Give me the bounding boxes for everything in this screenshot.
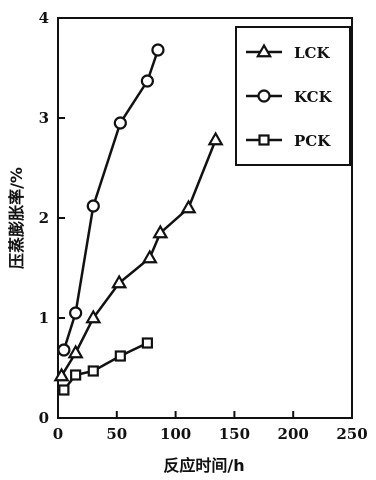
data-point-lck: [111, 274, 128, 289]
legend-marker-kck: [257, 89, 271, 103]
data-point-kck: [86, 199, 100, 213]
legend-label-kck: KCK: [294, 88, 333, 106]
series-layer: [53, 43, 224, 396]
data-point-lck: [85, 309, 102, 324]
x-tick-label: 150: [219, 425, 250, 443]
legend-item-lck: LCK: [246, 43, 330, 62]
x-tick-label: 50: [106, 425, 127, 443]
data-point-lck: [67, 344, 84, 359]
series-line-kck: [62, 49, 160, 351]
data-point-kck: [113, 116, 127, 130]
data-point-lck: [53, 367, 70, 382]
x-tick-label: 100: [160, 425, 191, 443]
data-point-kck: [57, 343, 71, 357]
x-tick-label: 250: [336, 425, 367, 443]
data-point-pck: [58, 384, 70, 396]
legend: LCK KCK PCK: [235, 26, 351, 166]
x-axis-title: 反应时间/h: [163, 456, 244, 475]
y-tick-label: 3: [39, 109, 49, 127]
axes: 0 50 100 150 200 250 0 1 2 3 4: [39, 9, 368, 443]
data-point-lck: [207, 131, 224, 146]
series-pck: [58, 337, 153, 396]
data-point-pck: [141, 337, 153, 349]
legend-label-lck: LCK: [294, 44, 330, 62]
data-point-lck: [141, 249, 158, 264]
legend-item-kck: KCK: [246, 88, 333, 106]
y-tick-label: 2: [39, 209, 49, 227]
legend-marker-pck: [258, 134, 270, 146]
x-tick-label: 200: [278, 425, 309, 443]
legend-item-pck: PCK: [246, 132, 331, 150]
data-point-kck: [151, 43, 165, 57]
y-axis-title: 压蒸膨胀率/%: [7, 167, 26, 269]
y-tick-label: 0: [39, 409, 49, 427]
data-point-pck: [114, 350, 126, 362]
data-point-lck: [152, 224, 169, 239]
data-point-lck: [180, 199, 197, 214]
data-point-kck: [69, 306, 83, 320]
y-tick-label: 4: [39, 9, 49, 27]
series-lck: [53, 131, 224, 382]
data-point-pck: [87, 365, 99, 377]
series-kck: [57, 43, 165, 357]
y-tick-label: 1: [39, 309, 49, 327]
legend-label-pck: PCK: [294, 132, 331, 150]
data-point-kck: [140, 74, 154, 88]
legend-marker-lck: [255, 43, 273, 58]
data-point-pck: [70, 369, 82, 381]
x-tick-label: 0: [53, 425, 63, 443]
